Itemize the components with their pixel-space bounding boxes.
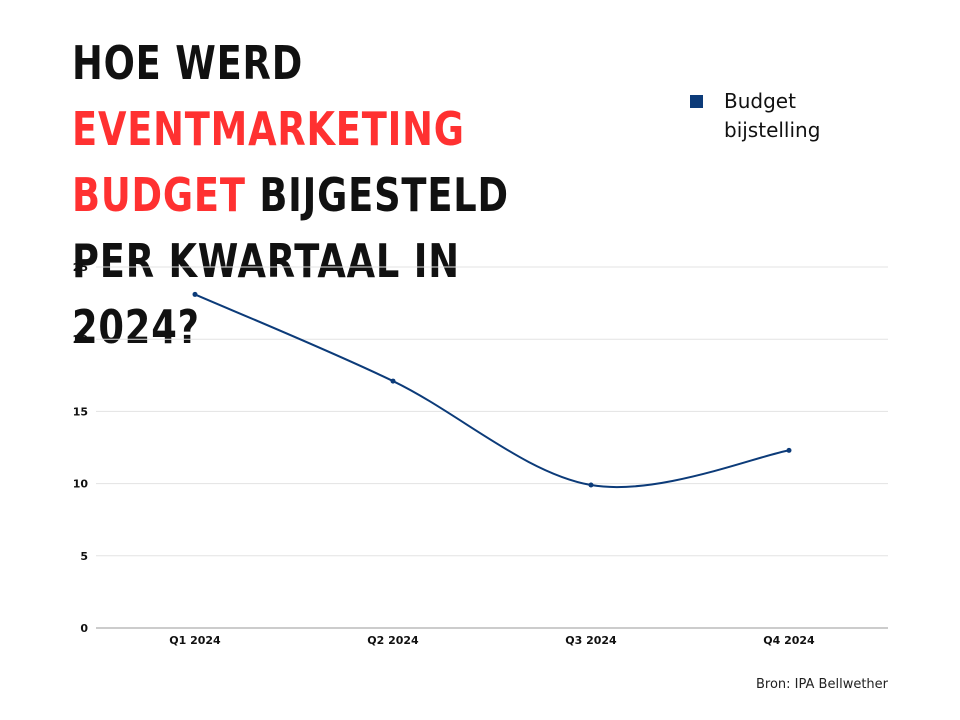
x-tick-label: Q4 2024: [763, 634, 815, 647]
x-tick-label: Q2 2024: [367, 634, 419, 647]
y-tick-label: 25: [73, 261, 88, 274]
data-point: [390, 378, 396, 384]
legend-label: Budget bijstelling: [724, 89, 821, 142]
data-point: [588, 482, 594, 488]
y-axis-ticks: 0 5 10 15 20 25: [73, 261, 89, 635]
y-tick-label: 15: [73, 405, 88, 418]
y-tick-label: 0: [80, 622, 88, 635]
legend-swatch: [690, 95, 703, 108]
y-tick-label: 20: [73, 333, 89, 346]
title-accent: EVENTMARKETING BUDGET: [72, 102, 465, 222]
x-tick-label: Q3 2024: [565, 634, 617, 647]
grid-lines: [96, 266, 888, 629]
data-points: [192, 291, 792, 488]
data-point: [786, 447, 792, 453]
line-chart: 0 5 10 15 20 25 Q1 2024 Q2 2024 Q3 2024 Q4 2024: [73, 261, 888, 647]
y-tick-label: 5: [80, 550, 88, 563]
data-point: [192, 291, 198, 297]
chart-title: HOE WERD EVENTMARKETING BUDGET BIJGESTEL…: [72, 30, 552, 360]
title-part-1: HOE WERD: [72, 36, 304, 90]
x-axis-ticks: Q1 2024 Q2 2024 Q3 2024 Q4 2024: [169, 634, 815, 647]
title-part-2: BIJGESTELD PER KWARTAAL IN 2024?: [72, 168, 509, 354]
y-tick-label: 10: [73, 478, 89, 491]
series-line: [194, 293, 790, 489]
x-tick-label: Q1 2024: [169, 634, 221, 647]
source-note: Bron: IPA Bellwether: [756, 677, 888, 692]
